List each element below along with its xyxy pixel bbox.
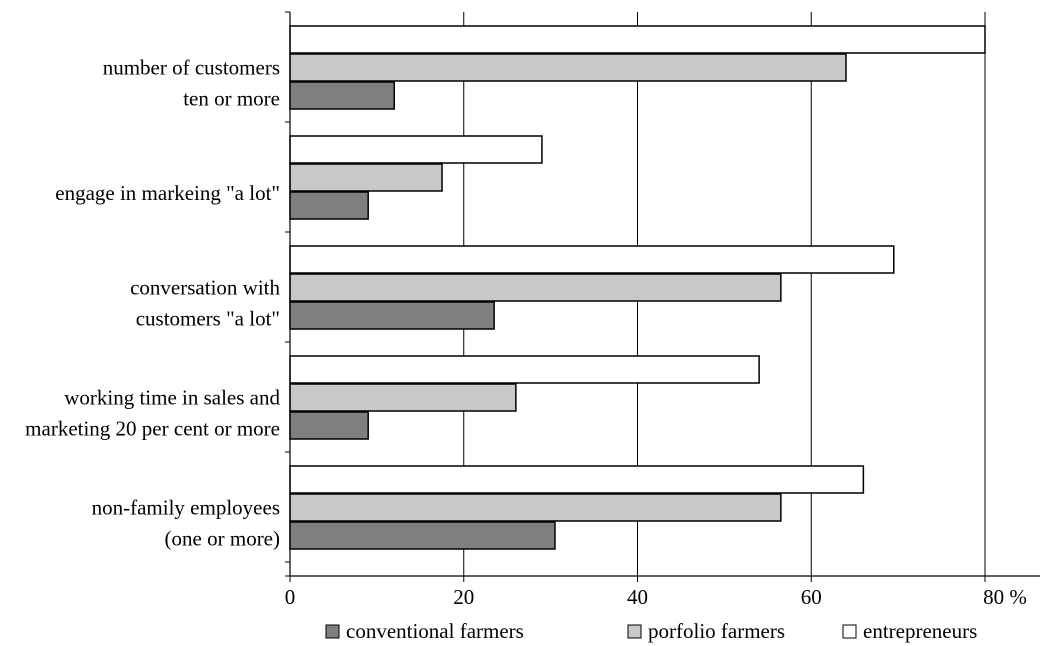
legend-label: entrepreneurs <box>863 619 977 643</box>
category-label: engage in markeing "a lot" <box>55 181 280 205</box>
category-label: number of customers <box>103 56 280 80</box>
bar-porfolio-farmers-4 <box>289 493 782 522</box>
x-tick-label: 40 <box>627 585 648 609</box>
bar-porfolio-farmers-2 <box>289 273 782 302</box>
x-tick-label: 0 <box>285 585 296 609</box>
bar-entrepreneurs-3 <box>289 355 760 384</box>
bar-porfolio-farmers-1 <box>289 163 443 192</box>
legend-swatch-entrepreneurs <box>842 624 857 639</box>
category-label: non-family employees <box>92 496 280 520</box>
category-labels: number of customers ten or more engage in … <box>25 56 280 551</box>
bar-entrepreneurs-1 <box>289 135 543 164</box>
legend-swatch-porfolio-farmers <box>627 624 642 639</box>
x-tick-label: 80 % <box>983 585 1027 609</box>
category-label: working time in sales and <box>64 386 280 410</box>
bar-entrepreneurs-2 <box>289 245 895 274</box>
category-label: (one or more) <box>165 527 280 551</box>
bars <box>289 25 986 550</box>
axes <box>285 11 1040 582</box>
bar-porfolio-farmers-0 <box>289 53 847 82</box>
bar-conventional-farmers-3 <box>289 411 369 440</box>
bar-conventional-farmers-4 <box>289 521 556 550</box>
bar-entrepreneurs-4 <box>289 465 865 494</box>
category-label: ten or more <box>183 87 280 111</box>
legend-label: porfolio farmers <box>648 619 785 643</box>
bar-conventional-farmers-2 <box>289 301 495 330</box>
category-label: conversation with <box>130 276 280 300</box>
bar-porfolio-farmers-3 <box>289 383 517 412</box>
bar-entrepreneurs-0 <box>289 25 986 54</box>
category-label: customers "a lot" <box>136 307 280 331</box>
bar-conventional-farmers-1 <box>289 191 369 220</box>
x-tick-labels: 0 20 40 60 80 % <box>285 585 1027 609</box>
bar-conventional-farmers-0 <box>289 81 395 110</box>
category-label: marketing 20 per cent or more <box>25 417 280 441</box>
legend-swatch-conventional-farmers <box>325 624 340 639</box>
x-tick-label: 60 <box>801 585 822 609</box>
x-tick-label: 20 <box>453 585 474 609</box>
legend-label: conventional farmers <box>346 619 524 643</box>
legend: conventional farmers porfolio farmers entr… <box>325 619 977 643</box>
